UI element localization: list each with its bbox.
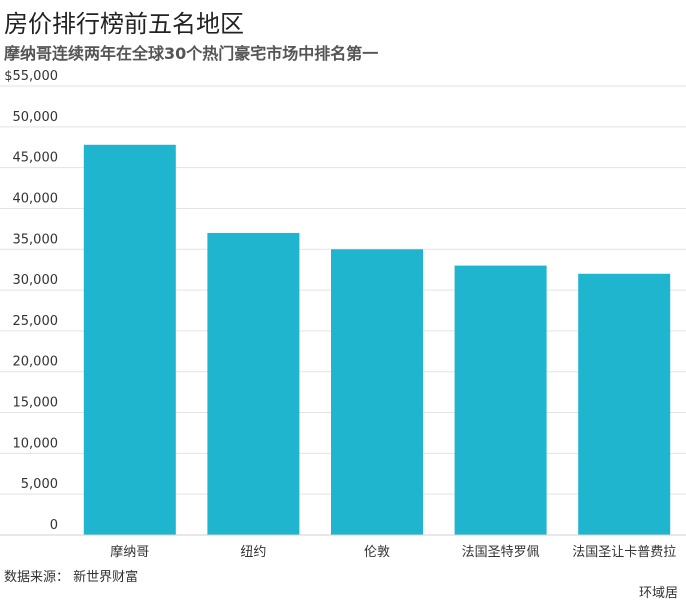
- y-tick-label: 10,000: [13, 436, 59, 451]
- y-tick-label: 20,000: [13, 355, 59, 370]
- data-source: 数据来源： 新世界财富: [4, 570, 139, 585]
- x-tick-label: 法国圣特罗佩: [462, 545, 540, 560]
- chart-subtitle: 摩纳哥连续两年在全球30个热门豪宅市场中排名第一: [4, 44, 379, 63]
- brand-label: 环域居: [638, 586, 678, 601]
- y-tick-label: 45,000: [13, 151, 59, 166]
- x-tick-label: 法国圣让卡普费拉: [572, 545, 676, 560]
- y-tick-label: 30,000: [13, 273, 59, 288]
- y-tick-label: 5,000: [21, 477, 58, 492]
- bar: [454, 265, 547, 535]
- bar: [578, 273, 671, 535]
- bar: [207, 232, 300, 536]
- y-tick-label: 40,000: [13, 191, 59, 206]
- x-tick-label: 摩纳哥: [110, 544, 149, 560]
- y-tick-label: 50,000: [13, 110, 59, 125]
- y-tick-label: 0: [50, 518, 58, 533]
- chart-title: 房价排行榜前五名地区: [4, 10, 244, 38]
- y-tick-label: 35,000: [13, 232, 59, 247]
- bar: [83, 144, 176, 535]
- y-tick-label: 25,000: [13, 314, 59, 329]
- x-tick-label: 伦敦: [364, 544, 390, 560]
- y-tick-label: 15,000: [13, 396, 59, 411]
- bar: [331, 249, 423, 536]
- x-tick-label: 纽约: [240, 545, 266, 560]
- y-tick-label: $55,000: [4, 69, 58, 84]
